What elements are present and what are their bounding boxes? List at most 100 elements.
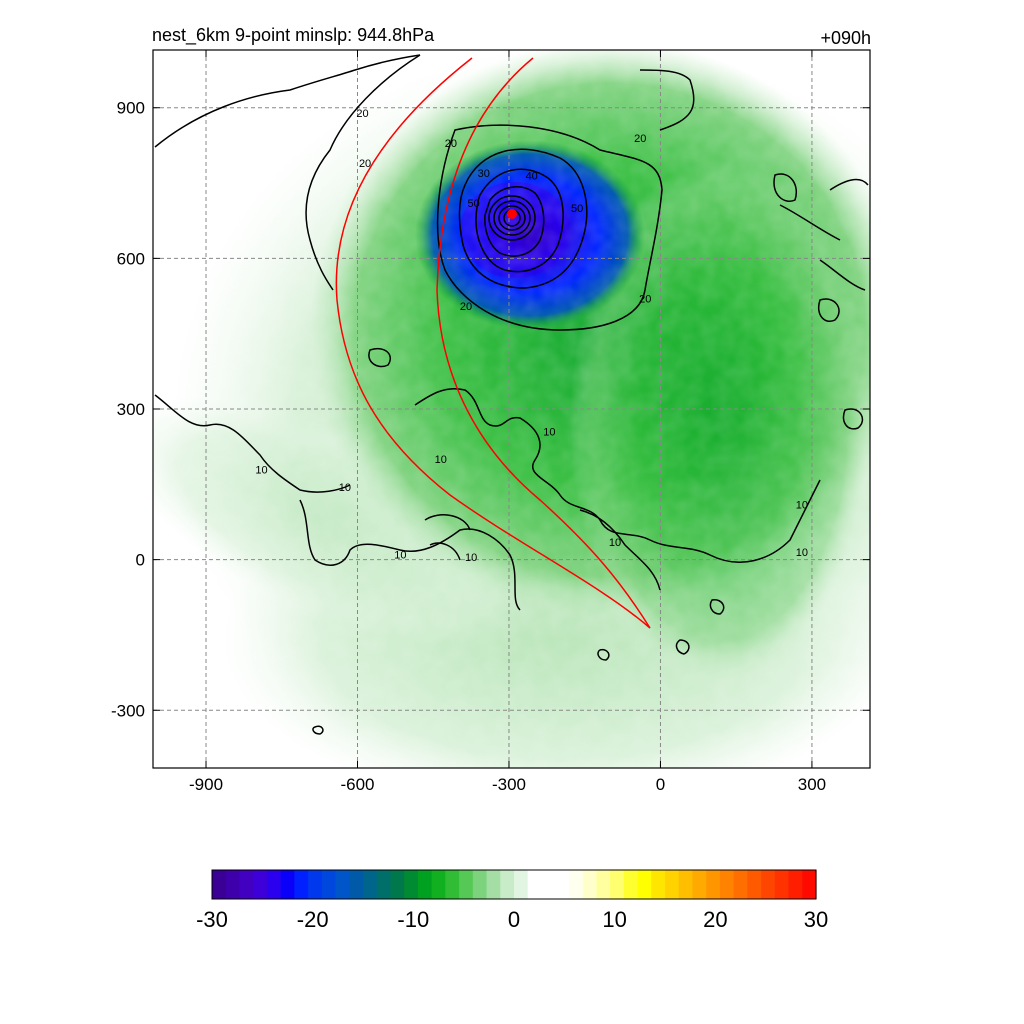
wind-contours [154, 54, 869, 735]
y-tick-label: 900 [117, 99, 145, 118]
colorbar-swatch [761, 870, 776, 899]
contour-label: 50 [468, 198, 480, 210]
x-tick-label: -900 [189, 775, 223, 794]
contour-small-cells [312, 348, 725, 735]
colorbar-swatch [376, 870, 392, 899]
colorbar-swatch [445, 870, 460, 899]
contour-label: 10 [339, 482, 351, 494]
contour-label: 20 [639, 294, 651, 306]
contour-label: 30 [478, 168, 490, 180]
map-panel: 20 20 20 30 40 50 50 20 20 20 10 10 10 10 10 10 10 10 10 [153, 50, 870, 768]
colorbar-swatch [774, 870, 790, 899]
colorbar-tick-label: -10 [397, 907, 429, 932]
colorbar-swatch [596, 870, 611, 899]
colorbar-swatch [706, 870, 721, 899]
colorbar-swatch [747, 870, 762, 899]
contour-label: 20 [356, 108, 368, 120]
colorbar-swatch [417, 870, 433, 899]
contour-label: 10 [435, 454, 447, 466]
colorbar-swatch [623, 870, 639, 899]
colorbar-swatch [678, 870, 694, 899]
contour-20-outer [154, 54, 421, 148]
contour-20-west [305, 54, 421, 291]
storm-center-marker [507, 209, 517, 219]
track-line-east [436, 57, 651, 629]
contour-label: 10 [543, 427, 555, 439]
eyewall-contour-1 [488, 195, 536, 241]
colorbar-swatch [404, 870, 419, 899]
colorbar-tick-label: 20 [703, 907, 727, 932]
contour-10-south [299, 499, 521, 611]
contour-label: 10 [255, 464, 267, 476]
y-tick-label: 600 [117, 249, 145, 268]
colorbar-swatch [719, 870, 735, 899]
x-axis: -900 -600 -300 0 300 [189, 50, 826, 794]
colorbar-frame [211, 869, 817, 900]
colorbar-swatch [280, 870, 295, 899]
colorbar-swatch [788, 870, 803, 899]
contour-label: 10 [796, 499, 808, 511]
contour-label: 20 [445, 138, 457, 150]
colorbar-tick-label: 0 [508, 907, 520, 932]
track-line-west [335, 57, 651, 629]
contour-label: 20 [634, 133, 646, 145]
contour-east-blobs [773, 173, 869, 430]
y-tick-label: -300 [111, 701, 145, 720]
colorbar-swatch [555, 870, 570, 899]
contour-30 [458, 148, 588, 289]
contour-20-inner [436, 124, 663, 331]
contour-10-lower [424, 509, 661, 591]
colorbar-swatch [459, 870, 474, 899]
y-tick-label: 0 [136, 551, 145, 570]
contour-20-east [639, 69, 695, 131]
colorbar-tick-label: 30 [804, 907, 828, 932]
y-tick-label: 300 [117, 400, 145, 419]
contour-label: 10 [796, 547, 808, 559]
contour-label: 10 [465, 552, 477, 564]
colorbar-swatch [514, 870, 529, 899]
y-axis: 900 600 300 0 -300 [111, 99, 870, 720]
colorbar-swatch [225, 870, 241, 899]
colorbar-swatch [321, 870, 337, 899]
x-tick-label: 0 [656, 775, 665, 794]
contour-label: 50 [571, 203, 583, 215]
colorbar-swatch [802, 870, 817, 899]
contour-10-west [154, 394, 351, 493]
contour-label: 20 [359, 158, 371, 170]
contour-40 [475, 168, 564, 273]
contour-50 [484, 186, 545, 257]
colorbar-swatch [335, 870, 350, 899]
colorbar-swatch [610, 870, 625, 899]
colorbar-swatch [294, 870, 309, 899]
colorbar-swatch [541, 870, 556, 899]
contour-label: 10 [394, 550, 406, 562]
contour-label: 20 [460, 301, 472, 313]
contour-label: 10 [609, 537, 621, 549]
contour-10-band [414, 388, 821, 563]
colorbar-swatch [637, 870, 652, 899]
colorbar-swatch [665, 870, 680, 899]
plot-title: nest_6km 9-point minslp: 944.8hPa [152, 25, 435, 46]
grid-lines [153, 50, 870, 768]
track-lines [335, 57, 651, 629]
x-tick-label: -300 [492, 775, 526, 794]
colorbar-tick-label: -20 [297, 907, 329, 932]
x-tick-label: -600 [340, 775, 374, 794]
eyewall-contour-2 [493, 200, 531, 236]
colorbar-swatch [266, 870, 282, 899]
contour-label: 40 [526, 171, 538, 183]
colorbar-swatch [308, 870, 323, 899]
colorbar-swatch [692, 870, 707, 899]
colorbar-swatch [239, 870, 254, 899]
colorbar-swatch [363, 870, 378, 899]
eyewall-contour-3 [498, 205, 526, 231]
contour-labels: 20 20 20 30 40 50 50 20 20 20 10 10 10 10 10 10 10 10 10 [255, 108, 808, 564]
forecast-hour-label: +090h [820, 28, 871, 48]
colorbar-swatch [486, 870, 501, 899]
colorbar-swatch [651, 870, 666, 899]
colorbar-swatch [472, 870, 488, 899]
colorbar-swatch [212, 870, 227, 899]
colorbar-swatch [390, 870, 405, 899]
colorbar-swatch [568, 870, 584, 899]
